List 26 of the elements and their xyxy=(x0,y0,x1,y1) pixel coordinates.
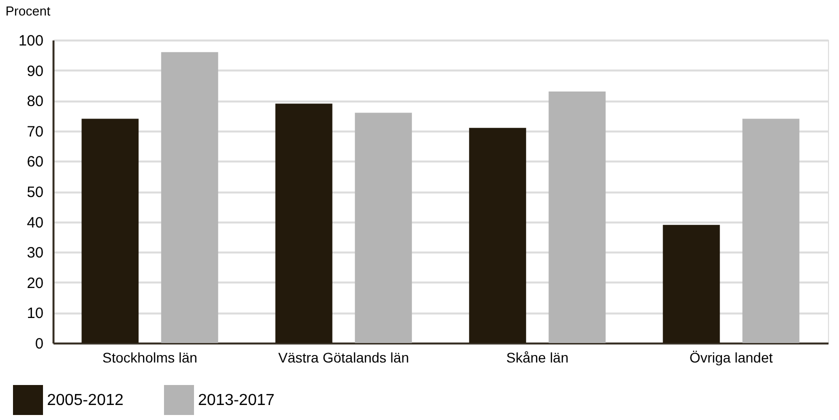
y-tick-label: 40 xyxy=(26,214,44,232)
bar xyxy=(742,118,800,343)
y-tick-label: 20 xyxy=(26,274,44,292)
bar xyxy=(161,52,218,343)
legend-label: 2005-2012 xyxy=(47,392,124,409)
x-tick-label: Övriga landet xyxy=(689,350,773,366)
x-tick-label: Skåne län xyxy=(506,350,569,366)
y-tick-label: 30 xyxy=(26,244,44,262)
y-tick-label: 80 xyxy=(26,93,44,110)
y-tick-label: 0 xyxy=(35,336,44,352)
x-tick-label: Stockholms län xyxy=(102,350,198,366)
bar xyxy=(354,112,412,343)
y-axis-title: Procent xyxy=(6,4,51,18)
bar xyxy=(469,128,526,343)
y-tick-label: 50 xyxy=(26,184,44,201)
y-tick-label: 100 xyxy=(18,32,44,50)
y-tick-label: 10 xyxy=(26,305,44,322)
y-tick-label: 60 xyxy=(26,154,44,171)
bar xyxy=(82,118,139,343)
bar xyxy=(548,92,606,343)
legend-label: 2013-2017 xyxy=(198,392,275,409)
y-tick-label: 90 xyxy=(26,62,44,80)
y-tick-label: 70 xyxy=(26,123,44,140)
bar xyxy=(275,104,332,343)
bar xyxy=(662,224,720,343)
x-tick-label: Västra Götalands län xyxy=(278,350,409,366)
